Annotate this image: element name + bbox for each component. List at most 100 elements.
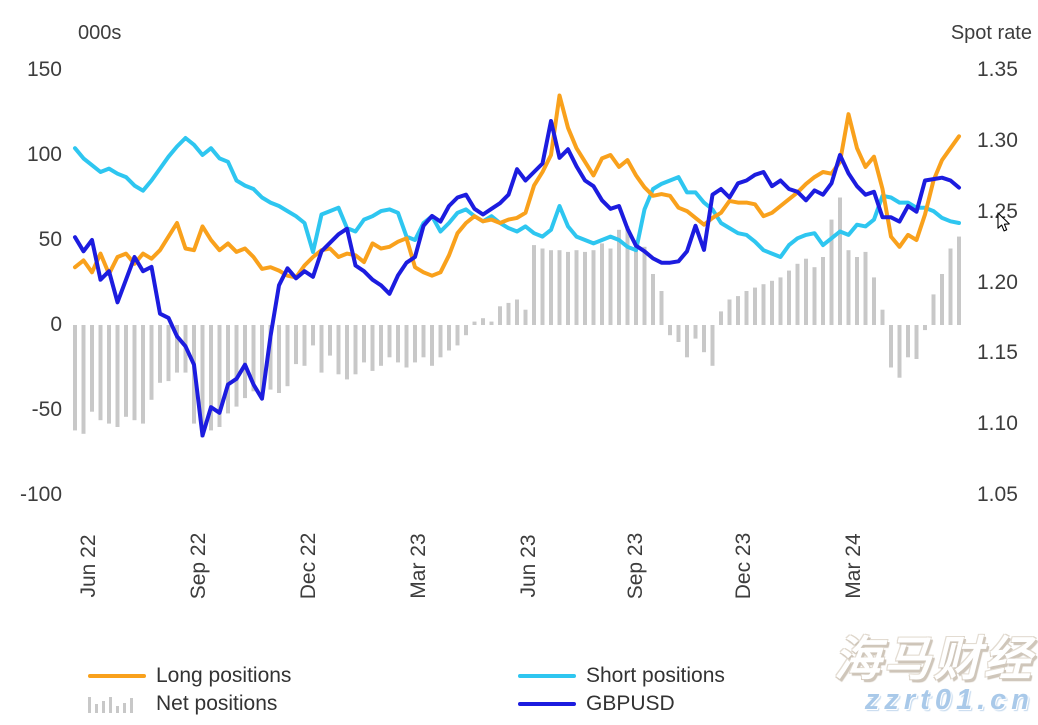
mouse-cursor-icon	[997, 212, 1010, 232]
watermark-cn-text: 海马财经	[834, 632, 1034, 685]
net-positions-bar	[889, 325, 893, 368]
net-positions-bar	[124, 325, 128, 417]
legend-label-long-positions: Long positions	[156, 664, 292, 687]
net-positions-bar	[574, 250, 579, 325]
net-positions-bar	[132, 325, 137, 421]
net-positions-bar	[328, 325, 332, 356]
net-positions-bar	[345, 325, 349, 380]
net-positions-bars-icon	[88, 695, 146, 713]
net-positions-bar	[863, 251, 868, 325]
net-positions-bar	[311, 325, 315, 346]
left-axis-tick: 50	[38, 228, 62, 251]
net-positions-bar	[736, 296, 740, 325]
net-positions-bar	[166, 325, 171, 382]
net-positions-bar	[336, 325, 341, 375]
net-positions-bar	[489, 321, 494, 325]
net-positions-bar	[90, 325, 94, 412]
net-positions-bar	[430, 325, 434, 366]
net-positions-bar	[175, 325, 179, 373]
net-positions-bar	[625, 226, 630, 325]
net-positions-bar	[481, 318, 485, 325]
left-axis-tick: -50	[31, 398, 62, 421]
long-positions-line-icon	[88, 674, 146, 678]
net-positions-bar	[719, 311, 723, 325]
net-positions-bar	[404, 325, 409, 368]
left-axis: 150 100 50 0 -50 -100	[0, 0, 62, 725]
net-positions-bar	[217, 325, 222, 427]
legend-label-gbpusd: GBPUSD	[586, 692, 675, 715]
net-positions-bar	[209, 325, 213, 431]
net-positions-bar	[98, 325, 103, 421]
x-axis-label: Dec 23	[732, 532, 755, 600]
net-positions-bar	[472, 321, 477, 325]
left-axis-tick: -100	[19, 483, 62, 506]
net-positions-bar	[693, 325, 698, 339]
right-axis: 1.35 1.30 1.25 1.20 1.15 1.10 1.05	[977, 0, 1038, 725]
left-axis-tick: 0	[50, 313, 62, 336]
net-positions-bar	[940, 274, 944, 325]
net-positions-bar	[362, 325, 366, 363]
right-axis-tick: 1.25	[977, 199, 1018, 223]
net-positions-bar	[591, 250, 596, 325]
net-positions-bar	[761, 284, 766, 325]
net-positions-bar	[642, 246, 647, 325]
net-positions-bar	[277, 325, 281, 393]
x-axis-label: Sep 22	[187, 532, 210, 600]
legend-item-net-positions: Net positions	[88, 692, 518, 716]
net-positions-bar	[787, 270, 791, 325]
net-positions-bar	[370, 325, 375, 371]
x-axis-label: Dec 22	[297, 532, 320, 600]
gbpusd-line	[73, 119, 961, 438]
net-positions-bar	[396, 325, 400, 363]
net-positions-bar	[523, 309, 528, 325]
net-positions-bar	[515, 299, 519, 325]
net-positions-bars	[73, 197, 961, 438]
net-positions-bar	[600, 243, 604, 325]
net-positions-bar	[795, 263, 800, 325]
net-positions-bar	[685, 325, 689, 358]
x-axis-label: Sep 23	[624, 532, 647, 600]
net-positions-bar	[804, 258, 808, 325]
left-axis-tick: 100	[26, 143, 62, 166]
net-positions-bar	[727, 299, 732, 325]
net-positions-bar	[668, 325, 672, 336]
net-positions-bar	[81, 325, 86, 434]
net-positions-bar	[702, 325, 706, 353]
net-positions-bar	[141, 325, 145, 424]
net-positions-bar	[413, 325, 417, 363]
net-positions-bar	[778, 277, 783, 325]
net-positions-bar	[532, 245, 536, 325]
net-positions-bar	[149, 325, 154, 400]
net-positions-bar	[115, 325, 120, 427]
legend-item-short-positions: Short positions	[518, 664, 948, 688]
right-axis-tick: 1.35	[977, 58, 1018, 81]
net-positions-bar	[447, 325, 451, 351]
net-positions-bar	[251, 325, 256, 392]
net-positions-bar	[226, 325, 230, 414]
net-positions-bar	[821, 257, 825, 325]
net-positions-bar	[897, 325, 902, 378]
legend-item-gbpusd: GBPUSD	[518, 692, 948, 716]
net-positions-bar	[379, 325, 383, 366]
net-positions-bar	[957, 236, 961, 325]
net-positions-bar	[838, 197, 842, 325]
net-positions-bar	[549, 250, 553, 325]
legend-label-short-positions: Short positions	[586, 664, 725, 687]
net-positions-bar	[498, 306, 502, 325]
net-positions-bar	[676, 325, 681, 342]
net-positions-bar	[557, 250, 562, 325]
net-positions-bar	[566, 251, 570, 325]
net-positions-bar	[455, 325, 460, 346]
net-positions-bar	[583, 251, 587, 325]
net-positions-bar	[710, 325, 715, 366]
net-positions-bar	[285, 325, 290, 387]
net-positions-bar	[387, 325, 392, 358]
net-positions-bar	[651, 274, 655, 325]
net-positions-bar	[421, 325, 426, 358]
net-positions-bar	[880, 309, 885, 325]
net-positions-bar	[914, 325, 919, 359]
chart-legend: Long positions Short positions Net posit…	[88, 662, 948, 718]
right-axis-tick: 1.10	[977, 412, 1018, 436]
x-axis-label: Mar 23	[407, 533, 430, 599]
